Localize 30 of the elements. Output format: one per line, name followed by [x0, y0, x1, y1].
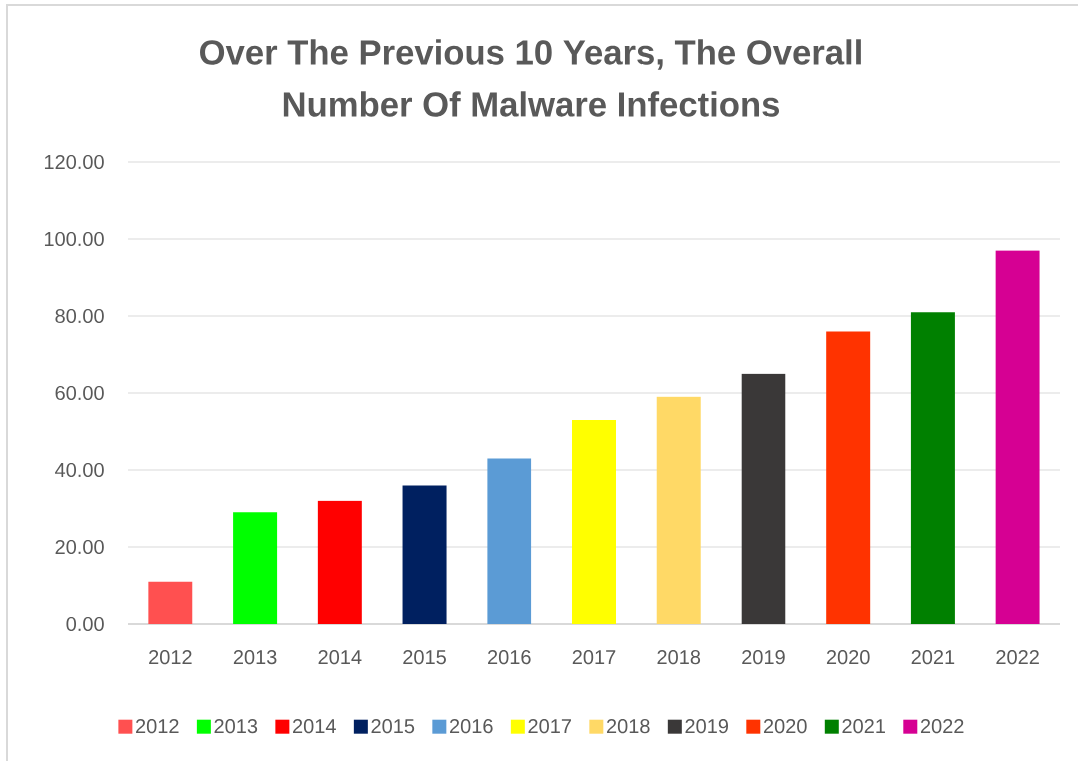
y-tick-label: 20.00: [55, 539, 104, 555]
legend-label: 2012: [136, 719, 179, 734]
legend-label: 2014: [293, 719, 336, 734]
y-tick-label: 80.00: [55, 308, 104, 324]
x-tick-label: 2019: [742, 650, 785, 665]
x-tick-label: 2020: [826, 650, 870, 665]
legend-label: 2019: [685, 719, 729, 734]
x-tick-label: 2018: [657, 650, 701, 665]
x-tick-label: 2012: [149, 650, 192, 665]
x-tick-label: 2014: [318, 650, 362, 665]
legend-label: 2015: [371, 719, 415, 734]
legend-label: 2018: [607, 719, 650, 734]
x-tick-label: 2021: [911, 650, 955, 665]
legend-label: 2022: [920, 719, 964, 734]
x-tick-label: 2013: [233, 650, 277, 665]
legend-label: 2021: [842, 719, 885, 734]
x-tick-label: 2016: [488, 650, 531, 665]
y-tick-label: 0.00: [66, 616, 104, 632]
legend-label: 2017: [528, 719, 571, 734]
y-tick-label: 100.00: [44, 231, 104, 247]
y-tick-label: 40.00: [55, 462, 104, 478]
y-tick-label: 60.00: [55, 385, 104, 401]
legend-label: 2020: [763, 719, 807, 734]
legend-label: 2013: [214, 719, 258, 734]
x-tick-label: 2015: [403, 650, 446, 665]
x-tick-label: 2022: [996, 650, 1039, 665]
legend-label: 2016: [450, 719, 493, 734]
y-tick-label: 120.00: [44, 154, 104, 170]
x-tick-label: 2017: [572, 650, 616, 665]
chart-title: Over The Previous 10 Years, The Overall Number Of Malware Infections: [200, 39, 861, 117]
